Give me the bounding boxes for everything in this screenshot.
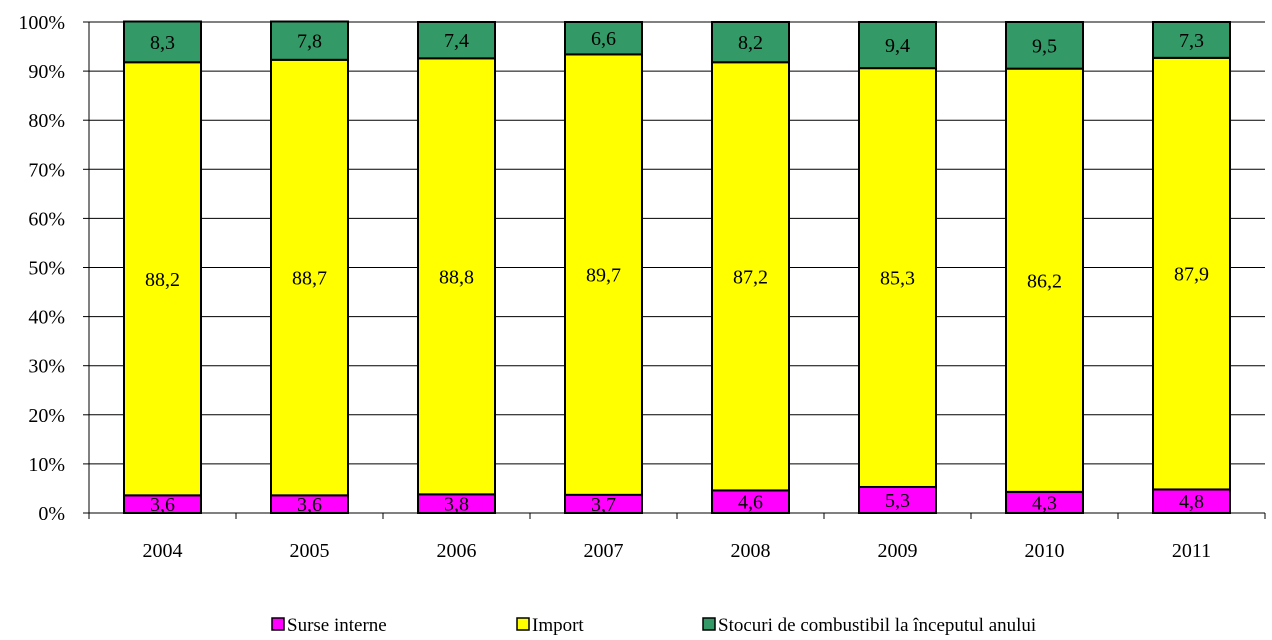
data-label: 4,3	[1032, 492, 1057, 514]
data-label: 88,2	[145, 269, 180, 291]
bar-segment	[270, 58, 349, 497]
axis-layer: 0% 10% 20% 30% 40% 50% 60% 70% 80% 90% 100% 2004 200…	[18, 12, 1266, 562]
data-label: 87,2	[733, 266, 768, 288]
x-tick-label: 2006	[437, 540, 477, 562]
bar-segment	[711, 21, 790, 64]
data-label: 7,4	[444, 30, 469, 52]
data-label: 88,8	[439, 266, 474, 288]
data-label: 3,7	[591, 494, 616, 516]
y-tick-label: 20%	[28, 405, 65, 427]
data-label: 88,7	[292, 268, 327, 290]
legend-label: Surse interne	[287, 615, 387, 635]
bar-segment	[123, 20, 202, 64]
legend: Surse interne Import Stocuri de combustibi…	[271, 615, 1036, 636]
x-tick-label: 2008	[731, 540, 771, 562]
data-label: 3,6	[297, 494, 322, 516]
bar-segment	[1152, 21, 1231, 59]
x-tick-label: 2005	[290, 540, 330, 562]
bar-segment	[1152, 56, 1231, 491]
y-tick-label: 60%	[28, 208, 65, 230]
bar-segment	[858, 67, 937, 488]
x-tick-label: 2004	[143, 540, 183, 562]
data-label: 86,2	[1027, 270, 1062, 292]
y-tick-label: 40%	[28, 307, 65, 329]
data-label: 87,9	[1174, 264, 1209, 286]
legend-swatch	[271, 617, 285, 631]
y-tick-label: 0%	[38, 503, 65, 525]
data-label: 89,7	[586, 265, 621, 287]
grid-layer	[89, 21, 1265, 465]
bar-segment	[858, 21, 937, 70]
data-label: 7,8	[297, 31, 322, 53]
y-tick-label: 10%	[28, 454, 65, 476]
bar-segment	[564, 53, 643, 496]
bar-segment	[1005, 21, 1084, 70]
data-label: 5,3	[885, 490, 910, 512]
y-tick-label: 100%	[18, 12, 65, 34]
bar-segment	[1005, 67, 1084, 493]
x-tick-label: 2009	[878, 540, 918, 562]
data-label: 8,2	[738, 32, 763, 54]
bars-layer: 3,6 88,2 8,3 3,6 88,7 7,8 3,8 88,8 7,4 3,7 89,7 6,6…	[123, 20, 1231, 516]
bar-segment	[564, 21, 643, 56]
bar-segment	[711, 61, 790, 492]
x-tick-label: 2011	[1172, 540, 1211, 562]
data-label: 9,5	[1032, 35, 1057, 57]
bar-segment	[270, 20, 349, 61]
bar-segment	[417, 57, 496, 496]
data-label: 85,3	[880, 268, 915, 290]
bar-segment	[123, 61, 202, 497]
x-tick-label: 2007	[584, 540, 624, 562]
bar-segment	[417, 21, 496, 60]
y-tick-label: 30%	[28, 356, 65, 378]
data-label: 4,6	[738, 492, 763, 514]
legend-label: Import	[532, 615, 584, 635]
legend-swatch	[516, 617, 530, 631]
data-label: 7,3	[1179, 30, 1204, 52]
legend-swatch	[702, 617, 716, 631]
data-label: 3,6	[150, 494, 175, 516]
y-tick-label: 70%	[28, 159, 65, 181]
data-label: 9,4	[885, 35, 910, 57]
data-label: 6,6	[591, 28, 616, 50]
y-tick-label: 80%	[28, 110, 65, 132]
x-tick-label: 2010	[1025, 540, 1065, 562]
data-label: 8,3	[150, 32, 175, 54]
data-label: 3,8	[444, 494, 469, 516]
y-tick-label: 50%	[28, 258, 65, 280]
legend-label: Stocuri de combustibil la începutul anul…	[718, 615, 1036, 635]
data-label: 4,8	[1179, 491, 1204, 513]
y-tick-label: 90%	[28, 61, 65, 83]
